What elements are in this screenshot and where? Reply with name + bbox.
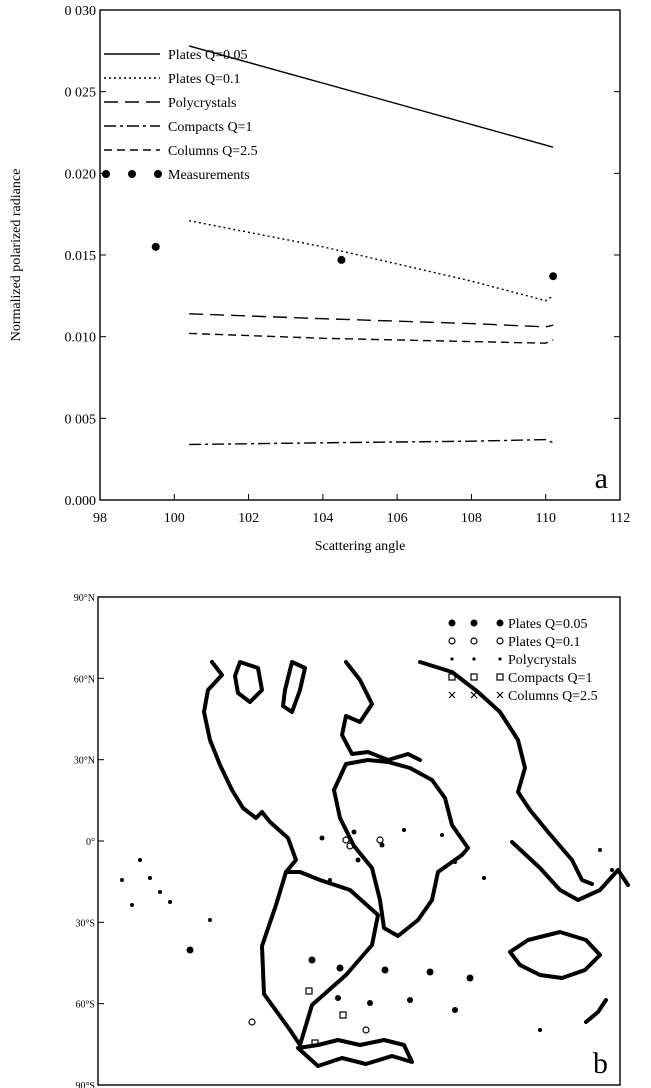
coastline-greenland [281, 660, 307, 714]
legend-marker [450, 657, 454, 661]
coastline-europe [340, 660, 422, 762]
legend-marker [498, 657, 502, 661]
panel-label-b: b [593, 1047, 608, 1080]
coastline-new-zealand [584, 998, 608, 1024]
legend-swatch [154, 170, 162, 178]
x-tick-label: 100 [164, 511, 185, 526]
latitude-tick-label: 30°S [75, 918, 95, 929]
coastline-north-america [202, 660, 298, 874]
legend-swatch [102, 170, 110, 178]
coastlines [202, 660, 630, 1068]
series-line-2 [189, 313, 554, 328]
x-tick-label: 106 [387, 511, 408, 526]
coastline-africa [332, 758, 470, 938]
coastline-asia [418, 660, 594, 886]
x-ticks: 98 100 102 104 106 108 110 112 [93, 494, 630, 526]
legend-label: Columns Q=2.5 [168, 144, 258, 159]
measurement-points [151, 242, 558, 281]
latitude-tick-label: 90°S [75, 1081, 95, 1088]
legend-swatch [128, 170, 136, 178]
coastline-southeast-asia [510, 840, 630, 902]
panel-label-a: a [595, 462, 608, 495]
legend-label: Plates Q=0.1 [168, 72, 240, 87]
series-line-0 [188, 45, 554, 148]
y-tick-label: 0.020 [65, 167, 97, 182]
legend-label: Polycrystals [168, 96, 236, 111]
series-line-4 [189, 332, 554, 344]
coastline-antarctica [296, 1038, 414, 1068]
x-tick-label: 102 [238, 511, 259, 526]
map-open-markers [248, 836, 384, 1047]
legend-label: Compacts Q=1 [168, 120, 253, 135]
legend-label: Measurements [168, 168, 250, 183]
measurement-point [151, 242, 160, 251]
coastline-australia [508, 930, 602, 980]
legend-marker [496, 637, 504, 645]
legend-a: Plates Q=0.05 Plates Q=0.1 Polycrystals Com… [102, 48, 258, 183]
latitude-tick-label: 60°N [74, 674, 95, 685]
y-tick-label: 0.000 [65, 494, 97, 509]
x-tick-label: 110 [535, 511, 555, 526]
legend-marker [470, 691, 478, 699]
legend-marker [496, 673, 504, 681]
legend-label: Compacts Q=1 [508, 671, 593, 686]
legend-label: Columns Q=2.5 [508, 689, 598, 704]
legend-marker [470, 619, 478, 627]
panel-b-map: 90°N 60°N 30°N 0° 30°S 60°S 90°S [74, 593, 630, 1088]
coastline-arctic-islands [233, 660, 264, 704]
x-tick-label: 108 [461, 511, 482, 526]
series-line-1 [188, 220, 554, 302]
y-axis-label: Normalized polarized radiance [9, 169, 24, 342]
legend-label: Plates Q=0.05 [168, 48, 247, 63]
latitude-tick-label: 30°N [74, 756, 95, 767]
x-tick-label: 112 [610, 511, 630, 526]
legend-marker [472, 657, 476, 661]
latitude-ticks: 90°N 60°N 30°N 0° 30°S 60°S 90°S [74, 593, 104, 1088]
measurement-point [549, 272, 558, 281]
map-markers [120, 828, 614, 1032]
legend-b: Plates Q=0.05 Plates Q=0.1 Polycrystals Com… [448, 617, 598, 704]
y-tick-label: 0.010 [65, 331, 97, 346]
legend-marker [496, 691, 504, 699]
y-ticks: 0.000 0 005 0.010 0.015 0.020 0 025 0 030 [65, 4, 620, 509]
measurement-point [337, 255, 346, 264]
legend-label: Plates Q=0.1 [508, 635, 580, 650]
y-tick-label: 0 025 [65, 86, 97, 101]
x-tick-label: 104 [312, 511, 333, 526]
latitude-tick-label: 90°N [74, 593, 95, 604]
legend-marker [470, 673, 478, 681]
legend-marker [448, 619, 456, 627]
legend-marker [470, 637, 478, 645]
latitude-tick-label: 0° [86, 837, 95, 848]
y-tick-label: 0 005 [65, 412, 97, 427]
y-tick-label: 0 030 [65, 4, 97, 19]
x-axis-label: Scattering angle [315, 539, 406, 554]
y-tick-label: 0.015 [65, 249, 97, 264]
legend-label: Plates Q=0.05 [508, 617, 587, 632]
series-lines [188, 45, 554, 446]
coastline-south-america [260, 870, 380, 1047]
legend-marker [448, 637, 456, 645]
x-tick-label: 98 [93, 511, 107, 526]
legend-marker [496, 619, 504, 627]
legend-marker [448, 673, 456, 681]
legend-marker [448, 691, 456, 699]
series-line-3 [189, 438, 554, 446]
legend-label: Polycrystals [508, 653, 576, 668]
latitude-tick-label: 60°S [75, 1000, 95, 1011]
